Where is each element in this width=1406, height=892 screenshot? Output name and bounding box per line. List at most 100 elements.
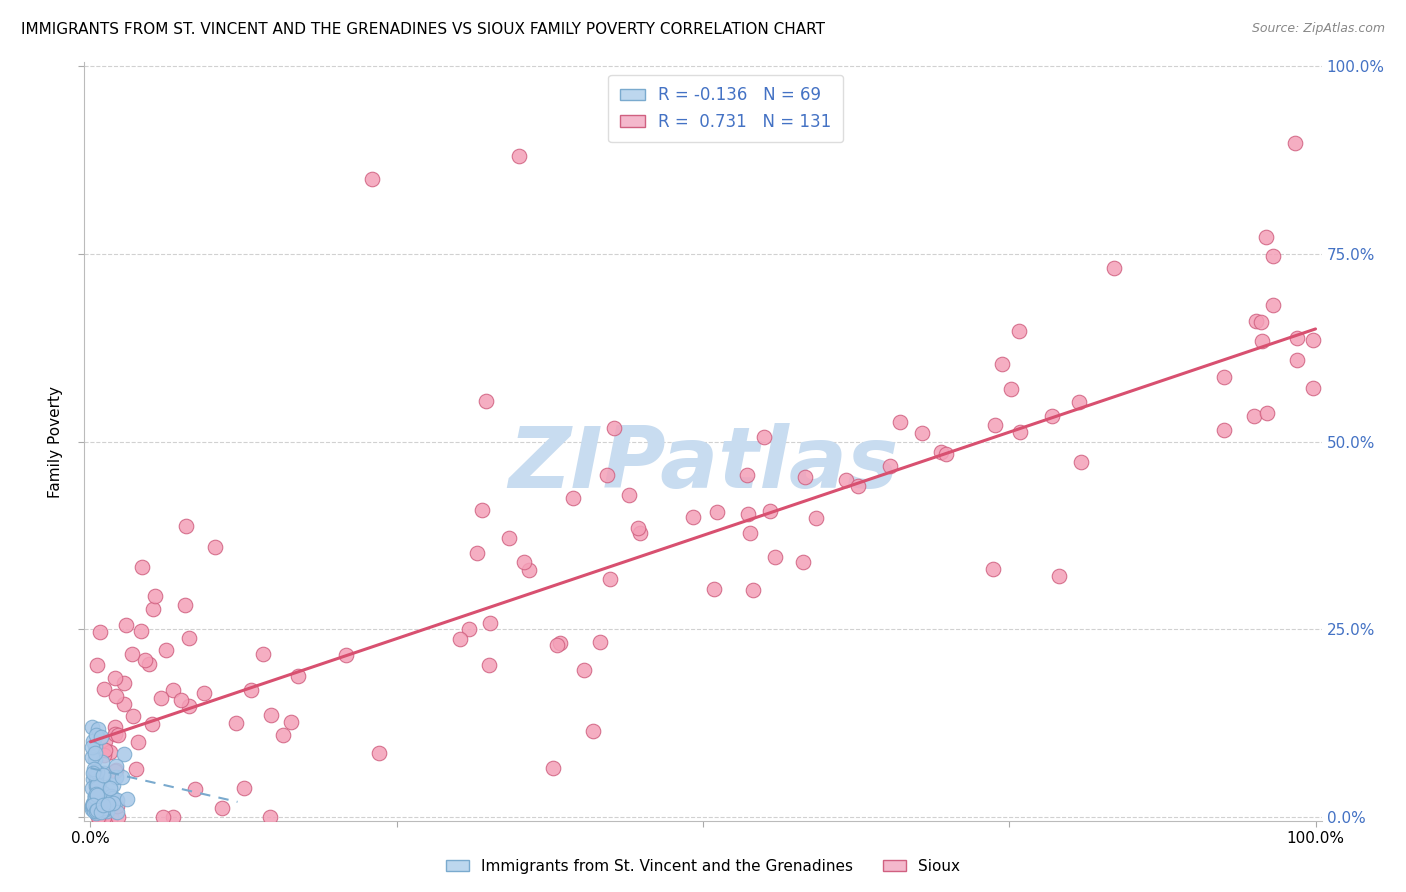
Point — [96, 804, 118, 818]
Point — [121, 647, 143, 661]
Point — [87, 723, 110, 737]
Point — [104, 689, 127, 703]
Point — [149, 691, 172, 706]
Point — [170, 692, 193, 706]
Point — [574, 663, 596, 677]
Point — [121, 709, 143, 723]
Point — [599, 573, 621, 587]
Point — [1047, 568, 1070, 582]
Point — [94, 734, 117, 748]
Point — [86, 658, 108, 673]
Point — [449, 632, 471, 646]
Point — [115, 792, 138, 806]
Point — [84, 770, 107, 784]
Point — [742, 582, 765, 597]
Point — [759, 504, 782, 518]
Point — [82, 798, 104, 813]
Point — [1040, 409, 1063, 423]
Point — [82, 799, 104, 814]
Point — [93, 765, 115, 780]
Point — [752, 430, 775, 444]
Point — [1008, 324, 1031, 338]
Text: ZIPatlas: ZIPatlas — [508, 423, 898, 506]
Legend: Immigrants from St. Vincent and the Grenadines, Sioux: Immigrants from St. Vincent and the Gren… — [440, 853, 966, 880]
Point — [225, 715, 247, 730]
Point — [83, 805, 105, 819]
Point — [105, 805, 128, 820]
Point — [82, 796, 104, 810]
Point — [1302, 381, 1324, 395]
Point — [86, 788, 108, 802]
Point — [1302, 333, 1324, 347]
Point — [287, 669, 309, 683]
Point — [124, 763, 146, 777]
Point — [112, 676, 135, 690]
Point — [90, 796, 112, 810]
Point — [84, 751, 107, 765]
Point — [97, 797, 120, 811]
Point — [86, 804, 108, 818]
Point — [1251, 334, 1274, 349]
Point — [582, 723, 605, 738]
Point — [104, 720, 127, 734]
Point — [94, 801, 117, 815]
Point — [93, 803, 115, 817]
Point — [104, 764, 127, 778]
Point — [87, 780, 110, 794]
Point — [508, 149, 530, 163]
Point — [259, 810, 281, 824]
Point — [143, 589, 166, 603]
Point — [93, 810, 115, 824]
Point — [91, 797, 114, 811]
Point — [93, 748, 115, 763]
Point — [98, 781, 121, 796]
Point — [84, 728, 107, 742]
Point — [82, 798, 104, 813]
Point — [104, 763, 127, 777]
Point — [86, 787, 108, 801]
Point — [134, 653, 156, 667]
Point — [96, 795, 118, 809]
Point — [104, 727, 127, 741]
Point — [991, 357, 1014, 371]
Point — [82, 780, 104, 795]
Point — [105, 799, 128, 814]
Point — [834, 473, 856, 487]
Point — [184, 781, 207, 796]
Point — [548, 635, 571, 649]
Point — [177, 632, 200, 646]
Point — [83, 762, 105, 776]
Point — [83, 739, 105, 753]
Point — [211, 801, 233, 815]
Point — [105, 759, 128, 773]
Point — [475, 394, 498, 409]
Point — [361, 171, 384, 186]
Point — [84, 779, 107, 793]
Point — [105, 793, 128, 807]
Point — [239, 683, 262, 698]
Point — [94, 797, 117, 812]
Text: Source: ZipAtlas.com: Source: ZipAtlas.com — [1251, 22, 1385, 36]
Point — [478, 615, 501, 630]
Point — [280, 715, 302, 730]
Point — [737, 507, 759, 521]
Point — [111, 770, 134, 784]
Point — [86, 797, 108, 811]
Point — [115, 618, 138, 632]
Point — [131, 624, 153, 638]
Point — [513, 555, 536, 569]
Point — [628, 526, 651, 541]
Point — [89, 796, 111, 810]
Point — [471, 503, 494, 517]
Point — [100, 789, 122, 804]
Point — [104, 770, 127, 784]
Point — [127, 735, 149, 749]
Point — [82, 766, 104, 780]
Point — [562, 491, 585, 505]
Point — [82, 720, 104, 734]
Point — [233, 781, 256, 796]
Point — [86, 778, 108, 792]
Point — [82, 734, 104, 748]
Point — [702, 582, 724, 597]
Point — [142, 601, 165, 615]
